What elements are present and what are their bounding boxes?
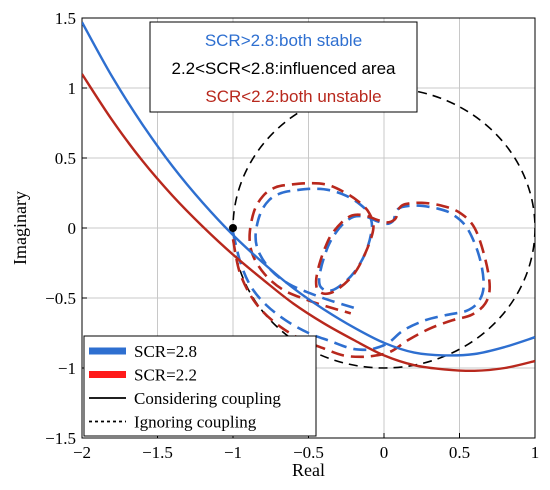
x-tick-label: 0.5	[449, 443, 470, 462]
legend-label-scr-2-2: SCR=2.2	[134, 366, 197, 385]
x-tick-label: −0.5	[293, 443, 324, 462]
legend-label-scr-2-8: SCR=2.8	[134, 342, 197, 361]
critical-point-marker	[229, 224, 237, 232]
annotation-box: SCR>2.8:both stable 2.2<SCR<2.8:influenc…	[149, 21, 418, 113]
x-tick-label: −1.5	[142, 443, 173, 462]
x-axis-title: Real	[292, 460, 325, 480]
y-tick-label: −0.5	[45, 289, 76, 308]
x-tick-label: −1	[224, 443, 242, 462]
x-tick-label: 0	[380, 443, 389, 462]
y-axis-title: Imaginary	[10, 191, 30, 265]
series-solid-blue	[82, 21, 535, 357]
y-tick-label: 0.5	[55, 149, 76, 168]
y-tick-label: 1.5	[55, 9, 76, 28]
axis-ticks: −2 −1.5 −1 −0.5 0 0.5 1−1.5−1−0.500.511.5	[45, 9, 539, 462]
legend-label-considering: Considering coupling	[134, 389, 281, 408]
legend-label-ignoring: Ignoring coupling	[134, 413, 257, 432]
y-tick-label: −1.5	[45, 429, 76, 448]
legend: SCR=2.8 SCR=2.2 Considering coupling Ign…	[83, 335, 317, 437]
series-solid-red	[82, 73, 535, 373]
critical-point-group	[229, 224, 237, 232]
annotation-box-frame	[149, 21, 418, 113]
y-tick-label: −1	[58, 359, 76, 378]
annotation-line-influenced: 2.2<SCR<2.8:influenced area	[172, 59, 397, 78]
y-tick-label: 0	[68, 219, 77, 238]
series-dashed-red	[231, 181, 491, 359]
annotation-line-unstable: SCR<2.2:both unstable	[205, 87, 381, 106]
x-tick-label: −2	[73, 443, 91, 462]
x-tick-label: 1	[531, 443, 540, 462]
y-tick-label: 1	[68, 79, 77, 98]
annotation-line-stable: SCR>2.8:both stable	[205, 31, 362, 50]
